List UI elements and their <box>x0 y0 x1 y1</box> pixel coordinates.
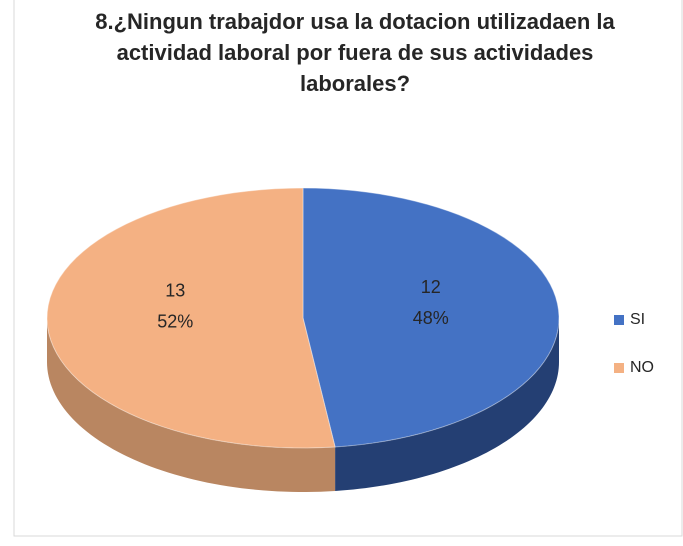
pie-side <box>335 318 559 491</box>
pie-side <box>47 318 336 492</box>
data-label-percent: 52% <box>157 311 193 331</box>
legend-label: NO <box>630 359 654 376</box>
legend-swatch <box>614 315 624 325</box>
chart-frame <box>13 0 683 537</box>
chart-title: 8.¿Ningun trabajdor usa la dotacion util… <box>95 9 615 96</box>
legend-swatch <box>614 363 624 373</box>
data-label: 13 <box>165 280 185 300</box>
pie-slice <box>302 187 560 448</box>
legend-label: SI <box>630 311 645 328</box>
data-label: 12 <box>421 277 441 297</box>
pie-slice <box>46 187 336 449</box>
data-label-percent: 48% <box>413 308 449 328</box>
